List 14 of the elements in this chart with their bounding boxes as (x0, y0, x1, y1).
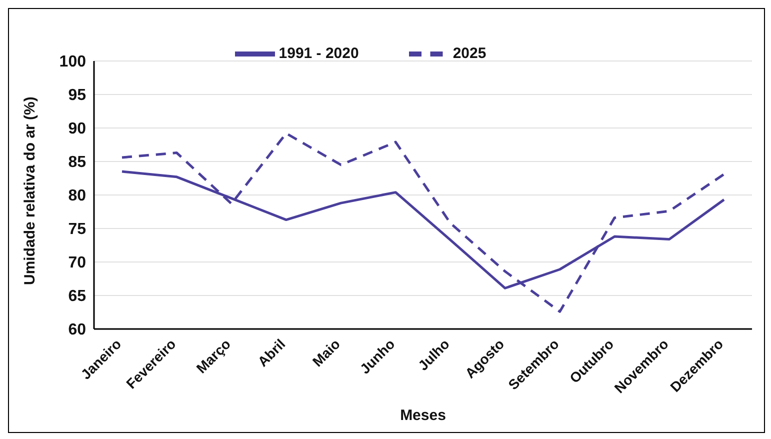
legend-label: 1991 - 2020 (278, 44, 359, 62)
y-tick-label: 65 (68, 288, 86, 306)
y-tick-label: 70 (68, 254, 86, 272)
y-tick-label: 90 (68, 120, 86, 138)
y-tick-label: 60 (68, 322, 86, 339)
y-tick-label: 85 (68, 154, 86, 172)
y-tick-label: 80 (68, 188, 86, 205)
y-axis-title: Umidade relativa do ar (%) (21, 96, 38, 285)
y-tick-label: 100 (59, 54, 86, 71)
legend-label: 2025 (452, 44, 486, 62)
x-axis-title: Meses (400, 407, 446, 424)
y-tick-label: 75 (68, 221, 86, 238)
line-series (120, 132, 726, 313)
y-tick-label: 95 (68, 87, 86, 104)
